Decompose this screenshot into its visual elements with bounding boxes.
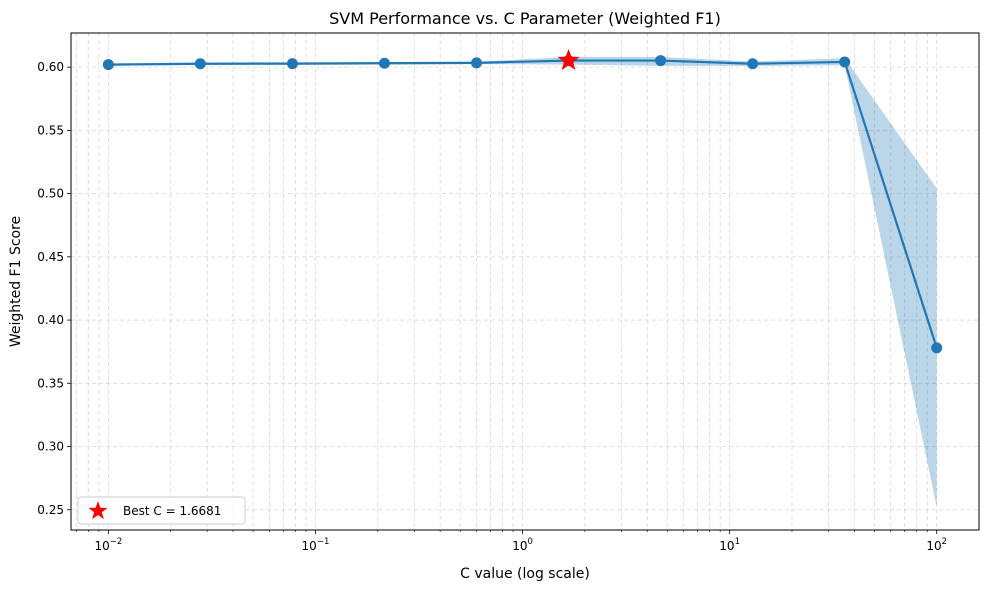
data-point bbox=[102, 59, 114, 71]
confidence-band-layer bbox=[108, 57, 937, 508]
y-tick-label: 0.25 bbox=[37, 503, 64, 517]
x-tick-label: 10−2 bbox=[94, 537, 122, 553]
legend-box bbox=[77, 496, 246, 525]
data-point bbox=[931, 342, 943, 354]
x-tick-label: 10−1 bbox=[302, 537, 330, 553]
y-tick-label: 0.35 bbox=[37, 376, 64, 390]
grid-lines bbox=[71, 33, 979, 530]
data-point bbox=[655, 55, 667, 67]
legend-label: Best C = 1.6681 bbox=[123, 504, 221, 518]
y-tick-label: 0.60 bbox=[37, 60, 64, 74]
plot-area-frame bbox=[70, 32, 980, 531]
data-point bbox=[471, 57, 483, 69]
y-tick-label: 0.45 bbox=[37, 250, 64, 264]
y-tick-label: 0.50 bbox=[37, 187, 64, 201]
legend-star-marker bbox=[88, 501, 108, 520]
x-tick-label: 101 bbox=[719, 537, 740, 553]
y-tick-label: 0.30 bbox=[37, 440, 64, 454]
series-line bbox=[108, 59, 938, 349]
y-axis-label: Weighted F1 Score bbox=[8, 216, 24, 347]
x-axis-label: C value (log scale) bbox=[460, 566, 590, 582]
series-line-layer bbox=[108, 59, 938, 349]
chart-title: SVM Performance vs. C Parameter (Weighte… bbox=[329, 9, 721, 28]
best-c-star-marker bbox=[557, 48, 580, 71]
axis-ticks: 10−2 10−1 100 101 102 0.25 0.30 0.35 0.40 0.45 0.5… bbox=[37, 60, 947, 553]
data-point bbox=[286, 58, 298, 70]
data-point bbox=[378, 57, 390, 69]
y-tick-label: 0.40 bbox=[37, 313, 64, 327]
marker-layer bbox=[102, 48, 943, 354]
x-tick-label: 102 bbox=[926, 537, 947, 553]
confidence-band bbox=[108, 57, 937, 508]
data-point bbox=[194, 58, 206, 70]
x-tick-label: 100 bbox=[512, 537, 533, 553]
data-point bbox=[747, 58, 759, 70]
y-tick-label: 0.55 bbox=[37, 123, 64, 137]
data-point bbox=[839, 56, 851, 68]
legend: Best C = 1.6681 bbox=[77, 496, 246, 525]
